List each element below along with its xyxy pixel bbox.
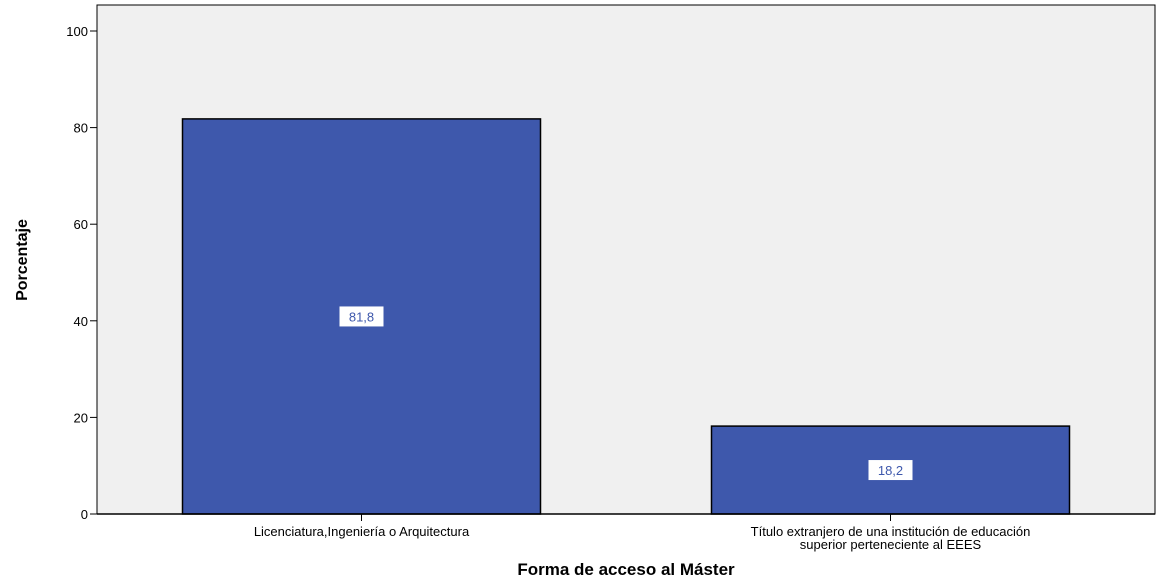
data-label-box xyxy=(339,306,384,327)
y-axis: 0 20 40 60 80 100 xyxy=(66,5,98,522)
data-label: 81,8 xyxy=(349,309,374,324)
x-axis-title: Forma de acceso al Máster xyxy=(517,560,735,579)
x-axis: Licenciatura,Ingeniería o Arquitectura Tí… xyxy=(97,513,1155,552)
data-label: 18,2 xyxy=(878,463,903,478)
x-tick-label: superior perteneciente al EEES xyxy=(800,537,982,552)
y-tick-label: 60 xyxy=(74,217,88,232)
x-tick-label: Licenciatura,Ingeniería o Arquitectura xyxy=(254,524,470,539)
data-label-box xyxy=(868,460,913,481)
y-axis-title: Porcentaje xyxy=(14,219,31,301)
y-tick-label: 80 xyxy=(74,121,88,136)
y-tick-label: 0 xyxy=(81,507,88,522)
x-tick-label: Título extranjero de una institución de … xyxy=(751,524,1031,539)
y-tick-label: 100 xyxy=(66,24,88,39)
bars-group: 81,8 18,2 xyxy=(181,118,1071,515)
y-tick-label: 20 xyxy=(74,410,88,425)
y-tick-label: 40 xyxy=(74,314,88,329)
